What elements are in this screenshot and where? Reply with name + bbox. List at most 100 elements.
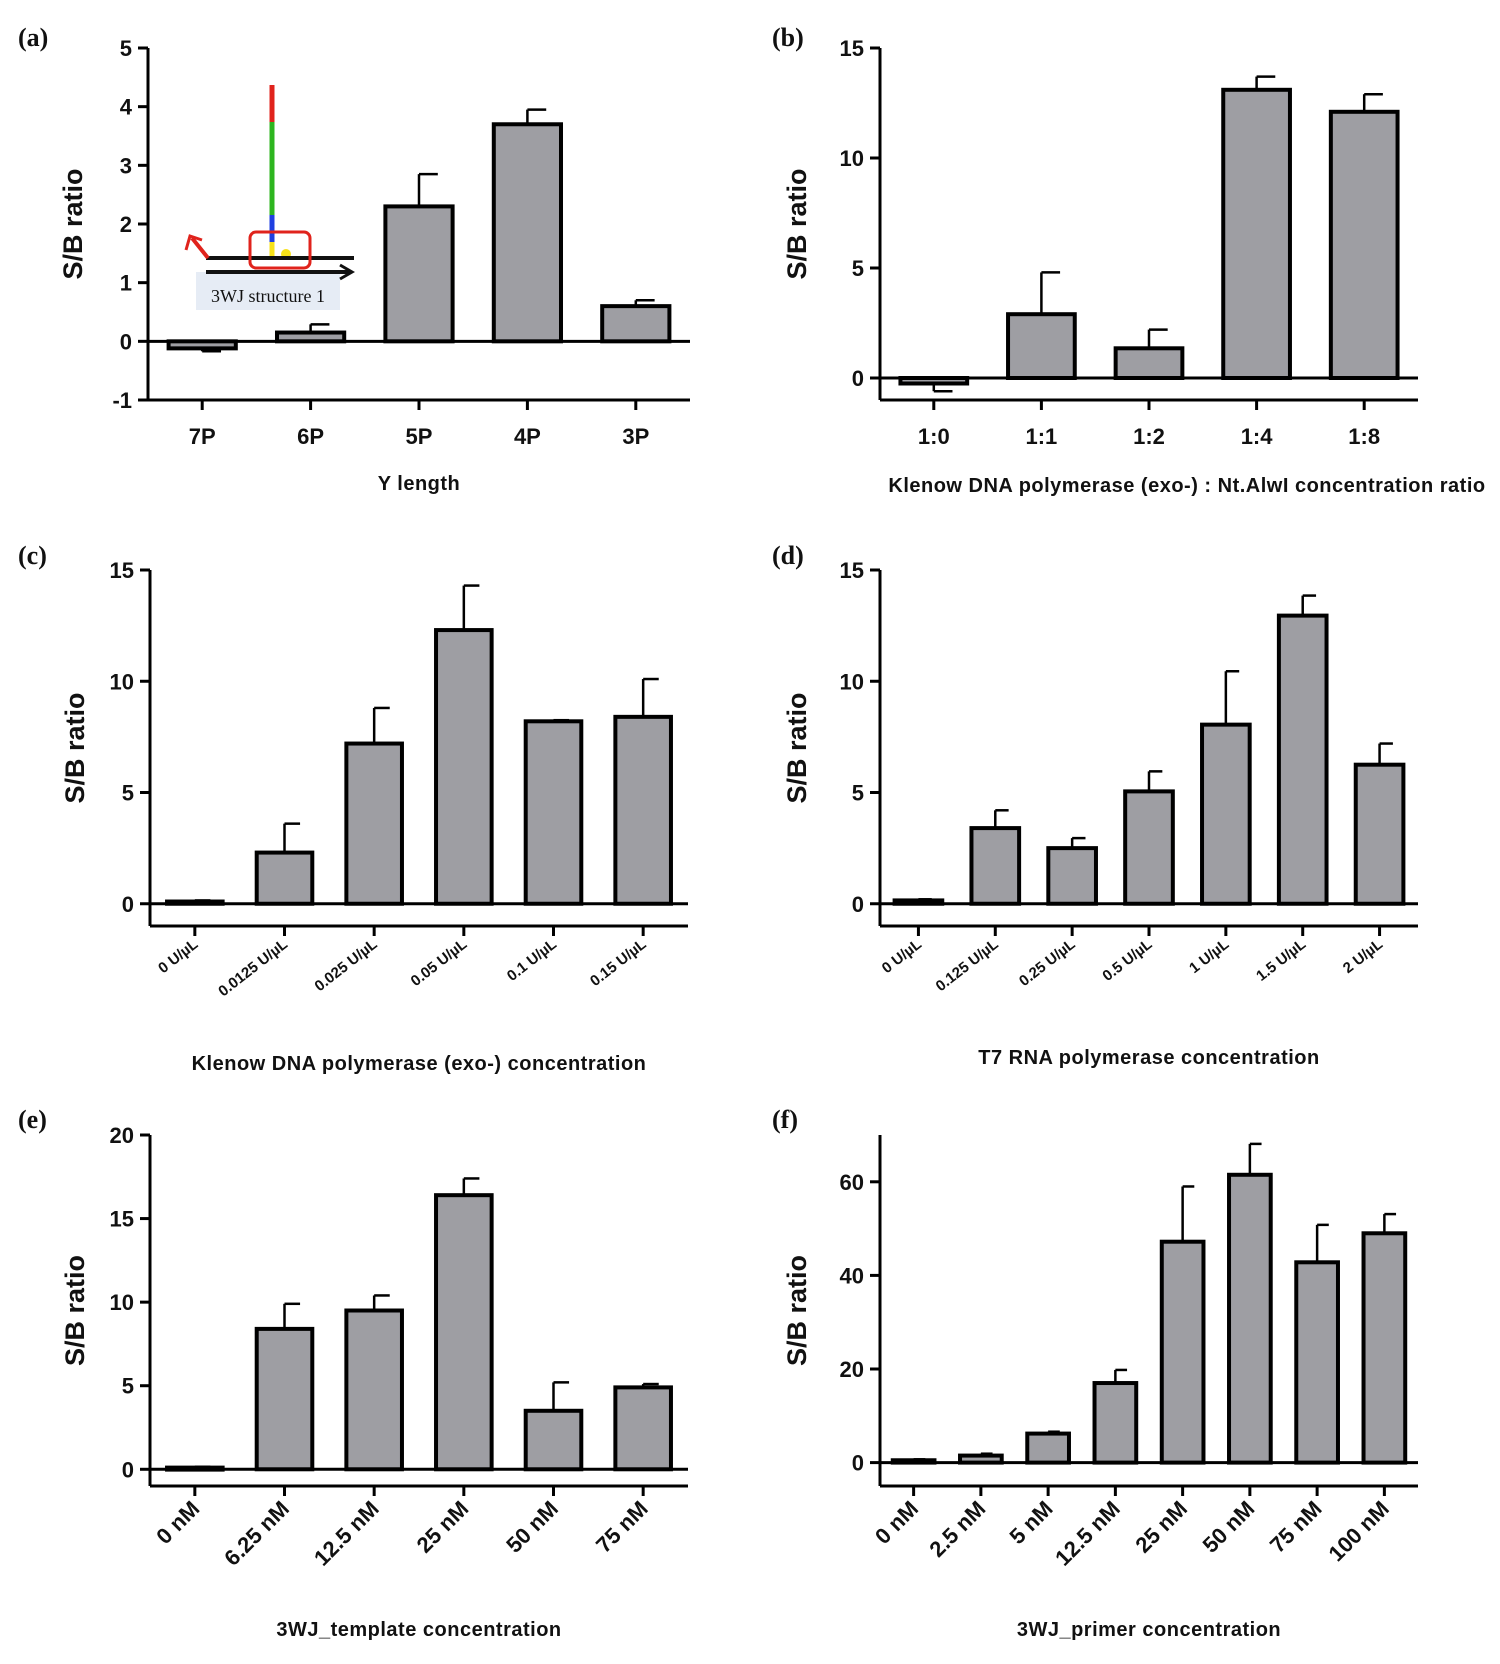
bar (166, 339, 238, 351)
y-tick-label: 2 (120, 212, 132, 237)
x-tick-label: 1:8 (1348, 424, 1380, 449)
x-tick-label: 1:1 (1026, 424, 1058, 449)
bar (254, 1326, 315, 1472)
bar (1353, 762, 1406, 906)
bar (1361, 1231, 1408, 1465)
panel-b: (b) 0 5 10 15 S/B ratio 1:0 1:1 1:2 1:4 1:8 Klenow … (772, 23, 1485, 497)
x-tick-label: 0 U/µL (879, 936, 925, 977)
y-axis-label: S/B ratio (782, 168, 812, 279)
bar (1221, 87, 1292, 381)
x-tick-label: 0.0125 U/µL (215, 936, 291, 1000)
x-tick-label: 25 nM (412, 1496, 474, 1558)
panel-letter: (d) (772, 541, 804, 570)
x-tick-label: 7P (189, 424, 216, 449)
bar (613, 714, 673, 906)
bar (1113, 346, 1185, 380)
x-tick-label: 0.5 U/µL (1099, 936, 1155, 985)
bar (1159, 1239, 1206, 1465)
bar (1092, 1381, 1139, 1465)
y-tick-label: 0 (852, 366, 864, 391)
x-tick-label: 12.5 nM (1050, 1496, 1125, 1571)
y-tick-label: 5 (852, 781, 864, 806)
x-tick-label: 1:0 (918, 424, 950, 449)
x-tick-label: 0 nM (151, 1496, 204, 1549)
bar (274, 330, 347, 344)
panel-a: (a) -1 0 1 2 3 4 5 S/B ratio 7P 6P 5P 4P 3P Y length (18, 23, 690, 495)
x-tick-label: 0 U/µL (155, 936, 201, 977)
x-tick-label: 5 nM (1005, 1496, 1058, 1549)
panel-d: (d) 0 5 10 15 S/B ratio 0 U/µL 0.125 U/µL 0.25 U… (772, 541, 1418, 1069)
y-tick-label: 15 (110, 1207, 134, 1232)
x-tick-label: 25 nM (1130, 1496, 1192, 1558)
bar (383, 204, 455, 344)
y-tick-label: 4 (120, 95, 133, 120)
bar (434, 1193, 494, 1472)
y-tick-label: -1 (112, 388, 132, 413)
x-tick-label: 1:4 (1241, 424, 1274, 449)
x-tick-label: 0 nM (870, 1496, 923, 1549)
x-tick-label: 12.5 nM (309, 1496, 384, 1571)
x-tick-label: 0.05 U/µL (408, 936, 471, 990)
x-tick-label: 0.25 U/µL (1016, 936, 1079, 990)
x-tick-label: 75 nM (591, 1496, 653, 1558)
y-axis-label: S/B ratio (782, 1255, 812, 1366)
bar (969, 826, 1022, 906)
y-tick-label: 10 (840, 669, 864, 694)
bar (1294, 1260, 1340, 1465)
bar (890, 1458, 937, 1465)
bar (1328, 109, 1400, 381)
bar (1200, 722, 1252, 906)
y-tick-label: 15 (840, 36, 864, 61)
x-axis-label: 3WJ_template concentration (276, 1619, 561, 1641)
x-tick-label: 0.1 U/µL (504, 936, 560, 985)
y-tick-label: 0 (852, 892, 864, 917)
x-axis-label: Klenow DNA polymerase (exo-) concentrati… (192, 1053, 647, 1075)
x-tick-label: 1:2 (1133, 424, 1165, 449)
y-tick-label: 0 (122, 1457, 134, 1482)
x-axis-label: Klenow DNA polymerase (exo-) : Nt.AlwI c… (888, 475, 1485, 497)
x-tick-label: 0.125 U/µL (933, 936, 1002, 995)
y-tick-label: 1 (120, 271, 132, 296)
y-tick-label: 20 (110, 1123, 134, 1148)
x-tick-label: 100 nM (1323, 1496, 1393, 1566)
y-tick-label: 0 (122, 892, 134, 917)
bar (958, 1453, 1004, 1465)
bar (344, 741, 404, 906)
panel-letter: (a) (18, 23, 48, 52)
structure-inset: 3WJ structure 1 (184, 85, 355, 310)
bar (600, 304, 672, 344)
y-tick-label: 3 (120, 153, 132, 178)
y-tick-label: 20 (840, 1357, 864, 1382)
bar (165, 899, 225, 906)
y-axis-label: S/B ratio (60, 692, 90, 803)
y-tick-label: 0 (852, 1451, 864, 1476)
bar (523, 719, 584, 906)
panel-letter: (c) (18, 541, 47, 570)
x-tick-label: 50 nM (501, 1496, 563, 1558)
y-tick-label: 5 (122, 1374, 134, 1399)
panel-letter: (f) (772, 1105, 798, 1134)
bar (1276, 613, 1329, 906)
y-tick-label: 10 (110, 669, 134, 694)
bar (434, 628, 494, 906)
bar (254, 850, 315, 906)
x-tick-label: 6.25 nM (219, 1496, 294, 1571)
x-tick-label: 1 U/µL (1186, 936, 1232, 977)
inset-label: 3WJ structure 1 (211, 286, 325, 306)
x-tick-label: 0.025 U/µL (311, 936, 380, 995)
x-tick-label: 3P (622, 424, 649, 449)
panel-letter: (e) (18, 1105, 47, 1134)
y-axis-label: S/B ratio (58, 168, 88, 279)
panel-e: (e) 0 5 10 15 20 S/B ratio 0 nM 6.25 nM 12.5 nM 25… (18, 1105, 688, 1641)
y-tick-label: 10 (840, 146, 864, 171)
y-tick-label: 15 (840, 558, 864, 583)
y-tick-label: 5 (852, 256, 864, 281)
x-tick-label: 2 U/µL (1340, 936, 1386, 977)
x-tick-label: 6P (297, 424, 324, 449)
y-tick-label: 0 (120, 329, 132, 354)
bar (344, 1308, 404, 1472)
x-tick-label: 0.15 U/µL (587, 936, 650, 990)
y-tick-label: 10 (110, 1290, 134, 1315)
bar (523, 1408, 584, 1472)
y-tick-label: 15 (110, 558, 134, 583)
